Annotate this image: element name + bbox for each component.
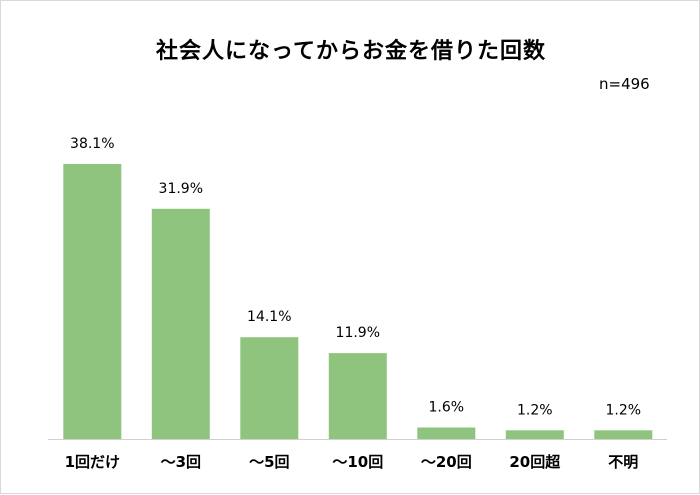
- bar-2: [240, 337, 299, 439]
- bar-1: [151, 208, 210, 439]
- sample-size-note: n=496: [599, 75, 650, 93]
- bar-4: [417, 427, 476, 439]
- category-label-2: ～5回: [249, 453, 289, 471]
- data-label-4: 1.6%: [429, 400, 465, 416]
- data-label-0: 38.1%: [70, 136, 114, 152]
- data-label-5: 1.2%: [517, 402, 553, 418]
- category-label-6: 不明: [608, 453, 638, 471]
- bar-3: [328, 353, 387, 439]
- category-label-3: ～10回: [332, 453, 383, 471]
- data-label-3: 11.9%: [336, 325, 380, 341]
- category-label-4: ～20回: [421, 453, 472, 471]
- category-label-5: 20回超: [509, 453, 561, 471]
- data-label-2: 14.1%: [247, 309, 291, 325]
- category-label-1: ～3回: [161, 453, 201, 471]
- bar-6: [594, 430, 653, 439]
- category-label-0: 1回だけ: [65, 453, 120, 471]
- data-label-1: 31.9%: [159, 181, 203, 197]
- bar-0: [63, 164, 122, 439]
- chart-title: 社会人になってからお金を借りた回数: [156, 39, 546, 64]
- bar-5: [505, 430, 564, 439]
- data-label-6: 1.2%: [606, 402, 642, 418]
